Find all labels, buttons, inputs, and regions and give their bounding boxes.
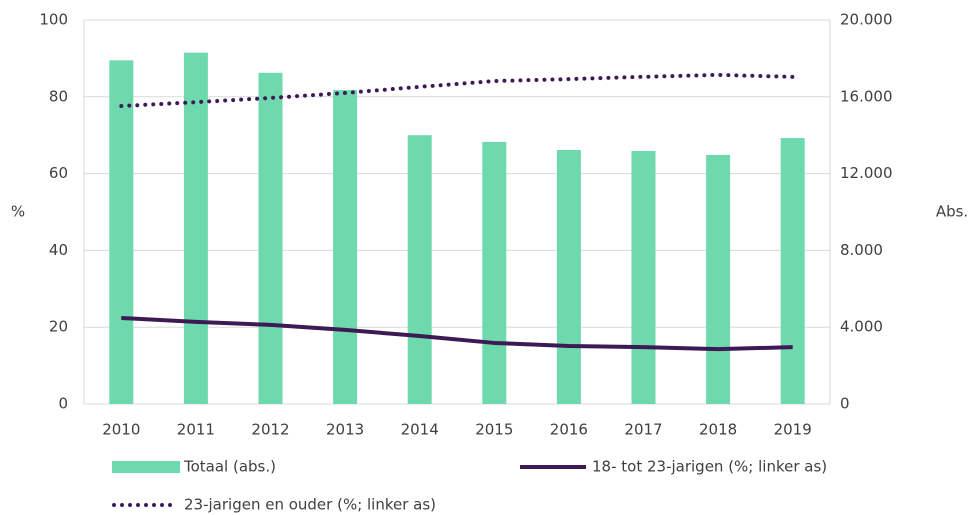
y2ticks-label: 20.000: [840, 11, 893, 29]
x-tick-label: 2017: [624, 421, 662, 439]
y2ticks-label: 0: [840, 395, 850, 413]
line: [121, 315, 793, 352]
yticks-label: 100: [39, 11, 68, 29]
x-tick-label: 2012: [251, 421, 289, 439]
x-tick-label: 2014: [401, 421, 439, 439]
y2ticks-label: 12.000: [840, 164, 893, 182]
bar: [258, 72, 283, 405]
y-axis-label: %: [11, 203, 25, 221]
bar: [780, 138, 805, 404]
bar: [631, 150, 656, 404]
line: [119, 72, 795, 109]
bar: [482, 141, 507, 405]
yticks-label: 20: [49, 318, 68, 336]
bar: [556, 149, 581, 404]
legend-swatch: [112, 461, 180, 473]
yticks-label: 60: [49, 164, 68, 182]
legend-label: 23-jarigen en ouder (%; linker as): [184, 496, 436, 514]
y2ticks-label: 16.000: [840, 87, 893, 105]
yticks-label: 0: [58, 395, 68, 413]
bar: [407, 135, 432, 404]
y2ticks-label: 8.000: [840, 241, 883, 259]
legend-label: Totaal (abs.): [183, 458, 276, 476]
x-tick-label: 2018: [699, 421, 737, 439]
x-tick-label: 2013: [326, 421, 364, 439]
y2ticks-label: 4.000: [840, 318, 883, 336]
x-tick-label: 2010: [102, 421, 140, 439]
yticks-label: 40: [49, 241, 68, 259]
bar: [333, 90, 358, 404]
x-tick-label: 2015: [475, 421, 513, 439]
bar: [706, 154, 731, 404]
bar: [109, 60, 134, 404]
yticks-label: 80: [49, 87, 68, 105]
bar: [183, 52, 208, 404]
y2-axis-label: Abs.: [936, 203, 968, 221]
x-tick-label: 2011: [177, 421, 215, 439]
x-tick-label: 2019: [774, 421, 812, 439]
x-tick-label: 2016: [550, 421, 588, 439]
legend-label: 18- tot 23-jarigen (%; linker as): [592, 458, 827, 476]
